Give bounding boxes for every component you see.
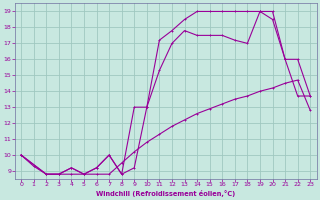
X-axis label: Windchill (Refroidissement éolien,°C): Windchill (Refroidissement éolien,°C) xyxy=(96,190,235,197)
